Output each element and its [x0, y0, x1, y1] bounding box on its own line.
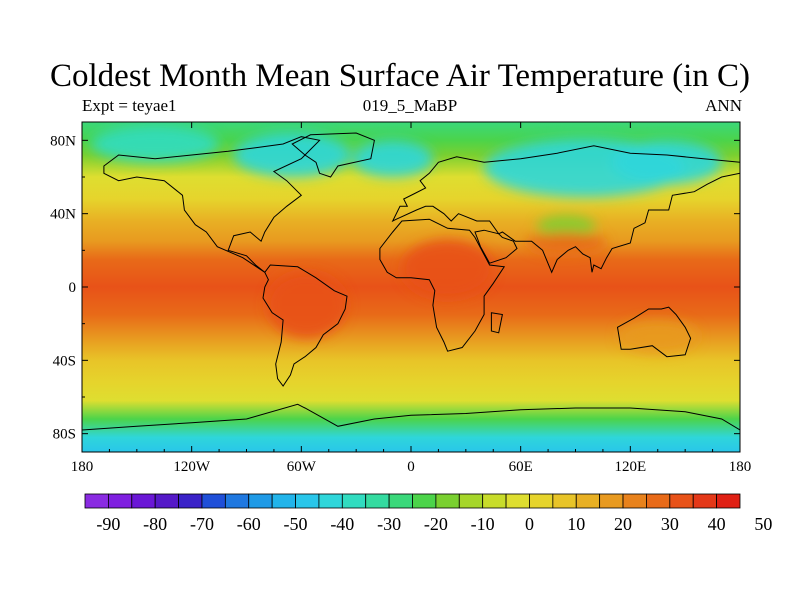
anomaly-patch [537, 215, 596, 238]
colorbar-swatch [575, 493, 601, 509]
anomaly-patch [266, 272, 348, 339]
colorbar-label: -50 [284, 514, 308, 534]
colorbar-swatch [318, 493, 343, 509]
anomaly-patch [617, 320, 698, 353]
colorbar-label: -60 [237, 514, 261, 534]
anomaly-patch [401, 239, 494, 298]
colorbar-swatch [201, 493, 226, 509]
anomaly-patch [352, 140, 433, 178]
coastline-antarctica [82, 403, 740, 452]
colorbar-swatch [178, 493, 203, 509]
colorbar-swatch [412, 493, 437, 509]
coastline-north-america [103, 136, 321, 273]
colorbar-swatch [669, 493, 694, 509]
colorbar-swatch [341, 493, 367, 509]
colorbar-swatch [295, 493, 320, 509]
y-tick-label: 40N [50, 207, 76, 223]
experiment-label: Expt = teyae1 [82, 96, 177, 115]
colorbar-swatch [107, 493, 133, 509]
anomaly-patch [526, 232, 607, 254]
colorbar-swatch [692, 493, 718, 509]
colorbar-swatch [224, 493, 250, 509]
y-tick-label: 0 [69, 280, 77, 296]
coastlines [82, 132, 740, 452]
x-tick-label: 180 [729, 459, 752, 475]
colorbar-swatch [552, 493, 577, 509]
x-tick-label: 180 [71, 459, 94, 475]
colorbar-swatch [248, 493, 273, 509]
y-tick-label: 80S [53, 427, 76, 443]
colorbar-label: -80 [143, 514, 167, 534]
coastline-eurasia [391, 145, 740, 274]
anomaly-patch [612, 140, 722, 185]
colorbar-label: 50 [754, 514, 772, 534]
coastline-madagascar [490, 312, 503, 334]
period-label: 019_5_MaBP [362, 96, 458, 115]
colorbar-label: -20 [424, 514, 448, 534]
anomaly-patch [233, 133, 351, 177]
colorbar-swatch [505, 493, 530, 509]
colorbar-label: -70 [190, 514, 214, 534]
colorbar-swatch [482, 493, 507, 509]
colorbar-swatch [529, 493, 554, 509]
x-axis: 180 120W 60W 0 60E 120E 180 [71, 122, 752, 475]
x-tick-label: 120W [173, 459, 211, 475]
y-tick-label: 80N [50, 133, 76, 149]
colorbar-swatch [271, 493, 296, 509]
x-tick-label: 120E [614, 459, 646, 475]
coastline-greenland [291, 132, 375, 178]
colorbar-label: 40 [708, 514, 726, 534]
colorbar-label: -10 [471, 514, 495, 534]
colorbar-swatch [131, 493, 156, 509]
anomaly-patch [91, 125, 220, 163]
coastline-arabia [474, 229, 518, 264]
x-tick-label: 60W [287, 459, 317, 475]
colorbar-swatch [365, 493, 390, 509]
colorbar-swatch [154, 493, 179, 509]
colorbar-label: -40 [330, 514, 354, 534]
x-tick-label: 0 [407, 459, 415, 475]
colorbar-label: 20 [614, 514, 632, 534]
temperature-field [82, 122, 740, 452]
chart-title: Coldest Month Mean Surface Air Temperatu… [50, 58, 750, 94]
colorbar-label: 30 [661, 514, 679, 534]
y-axis: 80N 40N 0 40S 80S [50, 133, 740, 443]
colorbar-swatch [599, 493, 624, 509]
colorbar-swatch [622, 493, 647, 509]
coastline-australia [616, 306, 692, 358]
coastline-south-america [262, 264, 348, 387]
colorbar-label: 10 [567, 514, 585, 534]
season-label: ANN [705, 96, 742, 115]
colorbar-swatch [388, 493, 413, 509]
colorbar-swatch [84, 493, 109, 509]
coastline-africa [379, 218, 506, 352]
colorbar-swatch [458, 493, 484, 509]
colorbar-swatch [716, 493, 741, 509]
x-tick-label: 60E [509, 459, 533, 475]
colorbar-label: 0 [525, 514, 534, 534]
colorbar: -90 -80 -70 -60 -50 -40 -30 -20 -10 0 10 20 30 40 50 [84, 493, 772, 534]
colorbar-label: -30 [377, 514, 401, 534]
colorbar-swatch [435, 493, 460, 509]
y-tick-label: 40S [53, 353, 76, 369]
regional-anomalies [91, 125, 722, 353]
colorbar-swatch [646, 493, 671, 509]
colorbar-label: -90 [96, 514, 120, 534]
